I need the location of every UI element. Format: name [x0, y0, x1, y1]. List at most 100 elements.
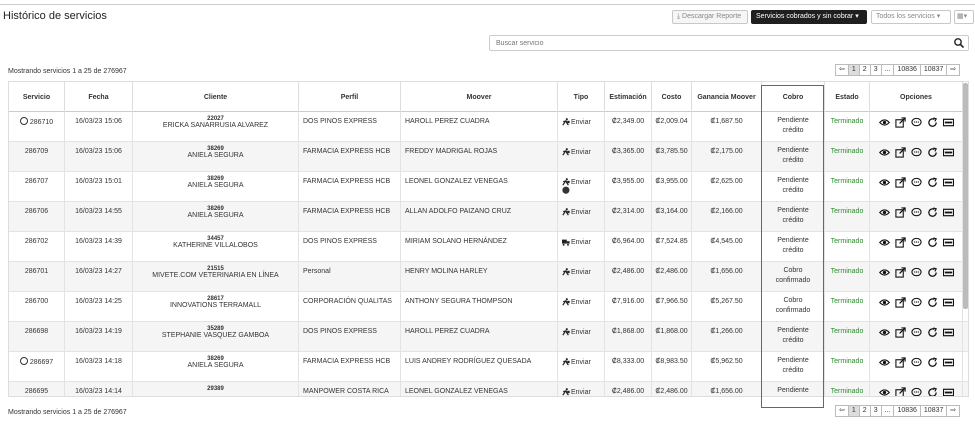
- comment-icon[interactable]: [910, 387, 922, 397]
- download-report-button[interactable]: ⤓ Descargar Reporte: [672, 10, 748, 24]
- page-link[interactable]: 3: [871, 406, 882, 416]
- share-icon[interactable]: [894, 117, 906, 128]
- view-icon[interactable]: [878, 147, 890, 158]
- comment-icon[interactable]: [910, 297, 922, 308]
- services-select[interactable]: Todos los servicios ▾: [871, 10, 951, 24]
- comment-icon[interactable]: [910, 237, 922, 248]
- share-icon[interactable]: [894, 267, 906, 278]
- payment-icon[interactable]: [942, 327, 954, 338]
- page-link[interactable]: 10836: [894, 406, 921, 416]
- service-id[interactable]: 286709: [24, 148, 49, 155]
- results-summary-bottom: Mostrando servicios 1 a 25 de 276967: [8, 409, 127, 416]
- view-icon[interactable]: [878, 237, 890, 248]
- payment-icon[interactable]: [942, 297, 954, 308]
- page-link[interactable]: ...: [882, 65, 895, 75]
- page-link[interactable]: 2: [860, 406, 871, 416]
- table-row[interactable]: 286707 16/03/23 15:01 38269 ANIELA SEGURA FA…: [9, 172, 968, 202]
- share-icon[interactable]: [894, 297, 906, 308]
- refresh-icon[interactable]: [927, 387, 938, 397]
- page-link[interactable]: 10837: [921, 65, 948, 75]
- payment-icon[interactable]: [942, 207, 954, 218]
- table-row[interactable]: 286710 16/03/23 15:06 22027 ERICKA SANARRUS…: [9, 112, 968, 142]
- share-icon[interactable]: [894, 207, 906, 218]
- refresh-icon[interactable]: [927, 327, 938, 338]
- share-icon[interactable]: [894, 327, 906, 338]
- payment-icon[interactable]: [942, 237, 954, 248]
- view-icon[interactable]: [878, 117, 890, 128]
- service-id[interactable]: 286695: [24, 388, 49, 395]
- payment-icon[interactable]: [942, 387, 954, 397]
- table-row[interactable]: 286701 16/03/23 14:27 21515 MIVETE.COM VETE…: [9, 262, 968, 292]
- page-link[interactable]: ...: [882, 406, 895, 416]
- service-id[interactable]: 286707: [24, 178, 49, 185]
- service-id[interactable]: 286700: [24, 298, 49, 305]
- service-id[interactable]: 286702: [24, 238, 49, 245]
- search-icon[interactable]: [953, 37, 965, 49]
- view-icon[interactable]: [878, 357, 890, 368]
- view-icon[interactable]: [878, 297, 890, 308]
- refresh-icon[interactable]: [927, 297, 938, 308]
- comment-icon[interactable]: [910, 207, 922, 218]
- payment-icon[interactable]: [942, 147, 954, 158]
- table-scrollbar[interactable]: [963, 83, 968, 309]
- service-id[interactable]: 286698: [24, 328, 49, 335]
- payment-icon[interactable]: [942, 267, 954, 278]
- share-icon[interactable]: [894, 237, 906, 248]
- page-link[interactable]: ⇨: [950, 407, 957, 414]
- charge-status: Cobro confirmado: [775, 297, 811, 314]
- service-id[interactable]: 286701: [24, 268, 49, 275]
- refresh-icon[interactable]: [927, 147, 938, 158]
- refresh-icon[interactable]: [927, 267, 938, 278]
- comment-icon[interactable]: [910, 117, 922, 128]
- refresh-icon[interactable]: [927, 207, 938, 218]
- page-link[interactable]: 2: [860, 65, 871, 75]
- page-link[interactable]: ⇦: [836, 406, 849, 416]
- share-icon[interactable]: [894, 387, 906, 397]
- page-link[interactable]: 1: [848, 65, 860, 75]
- view-icon[interactable]: [878, 327, 890, 338]
- share-icon[interactable]: [894, 357, 906, 368]
- view-icon[interactable]: [878, 177, 890, 188]
- share-icon[interactable]: [894, 177, 906, 188]
- view-icon[interactable]: [878, 387, 890, 397]
- service-id[interactable]: 286710: [29, 118, 54, 126]
- profile-name: FARMACIA EXPRESS HCB: [303, 358, 391, 365]
- refresh-icon[interactable]: [927, 357, 938, 368]
- comment-icon[interactable]: [910, 327, 922, 338]
- table-row[interactable]: 286697 16/03/23 14:18 38269 ANIELA SEGURA FA…: [9, 352, 968, 382]
- page-link[interactable]: 10837: [921, 406, 948, 416]
- comment-icon[interactable]: [910, 177, 922, 188]
- cell-estado: Terminado: [825, 322, 870, 352]
- table-row[interactable]: 286700 16/03/23 14:25 28617 INNOVATIONS TER…: [9, 292, 968, 322]
- column-header-moover: Moover: [401, 82, 558, 112]
- refresh-icon[interactable]: [927, 177, 938, 188]
- service-id[interactable]: 286706: [24, 208, 49, 215]
- charge-filter-dropdown[interactable]: Servicios cobrados y sin cobrar ▾: [751, 10, 867, 24]
- comment-icon[interactable]: [910, 267, 922, 278]
- comment-icon[interactable]: [910, 147, 922, 158]
- page-link[interactable]: 3: [871, 65, 882, 75]
- share-icon[interactable]: [894, 147, 906, 158]
- refresh-icon[interactable]: [927, 237, 938, 248]
- payment-icon[interactable]: [942, 177, 954, 188]
- page-link[interactable]: ⇦: [836, 65, 849, 75]
- table-row[interactable]: 286695 16/03/23 14:14 29389 MANPOWER COSTA …: [9, 382, 968, 397]
- table-row[interactable]: 286706 16/03/23 14:55 38269 ANIELA SEGURA FA…: [9, 202, 968, 232]
- comment-icon[interactable]: [910, 357, 922, 368]
- refresh-icon[interactable]: [927, 117, 938, 128]
- page-link[interactable]: 1: [848, 406, 860, 416]
- view-icon[interactable]: [878, 207, 890, 218]
- cell-opciones: [870, 112, 963, 142]
- page-link[interactable]: ⇨: [950, 66, 957, 73]
- cell-servicio: 286702: [9, 232, 65, 262]
- table-row[interactable]: 286698 16/03/23 14:19 35289 STEPHANIE VASQU…: [9, 322, 968, 352]
- view-icon[interactable]: [878, 267, 890, 278]
- table-row[interactable]: 286702 16/03/23 14:39 34457 KATHERINE VILLA…: [9, 232, 968, 262]
- payment-icon[interactable]: [942, 117, 954, 128]
- table-row[interactable]: 286709 16/03/23 15:06 38269 ANIELA SEGURA FA…: [9, 142, 968, 172]
- payment-icon[interactable]: [942, 357, 954, 368]
- calendar-button[interactable]: ▦▾: [954, 10, 974, 24]
- search-input[interactable]: [496, 36, 936, 50]
- service-id[interactable]: 286697: [29, 358, 54, 366]
- page-link[interactable]: 10836: [894, 65, 921, 75]
